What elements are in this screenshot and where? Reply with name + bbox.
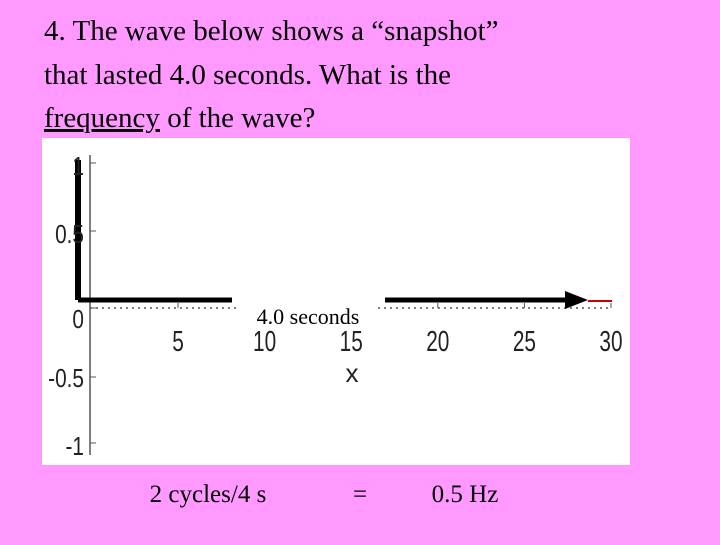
- title-line: 4. The wave below shows a “snapshot”: [44, 15, 499, 47]
- x-tick-label: 10: [253, 326, 276, 358]
- title-underlined: frequency: [44, 102, 160, 134]
- y-tick-label: -0.5: [48, 364, 84, 393]
- y-tick-label: 1: [72, 152, 84, 181]
- y-tick-label: 0.5: [55, 220, 84, 249]
- arrow-head: [565, 291, 588, 309]
- x-tick-label: 30: [599, 326, 622, 358]
- x-axis-label: x: [346, 358, 359, 388]
- figure-labels: 1 0.5 0 -0.5 -1 5 10 15 20 25 30 x: [48, 152, 622, 461]
- footer-left: 2 cycles/4 s: [150, 481, 267, 508]
- annotation: 4.0 seconds: [257, 304, 360, 329]
- x-tick-label: 20: [426, 326, 449, 358]
- title-after: of the wave?: [160, 102, 315, 134]
- footer-middle: =: [353, 481, 367, 508]
- y-tick-label: -1: [66, 432, 84, 461]
- title-line: frequency of the wave?: [44, 102, 315, 134]
- footer-right: 0.5 Hz: [432, 481, 499, 508]
- x-tick-label: 5: [172, 326, 184, 358]
- annotation-bg: [238, 302, 378, 330]
- title-line: that lasted 4.0 seconds. What is the: [44, 59, 451, 91]
- y-tick-label: 0: [72, 305, 84, 334]
- x-tick-label: 15: [340, 326, 363, 358]
- x-tick-label: 25: [513, 326, 536, 358]
